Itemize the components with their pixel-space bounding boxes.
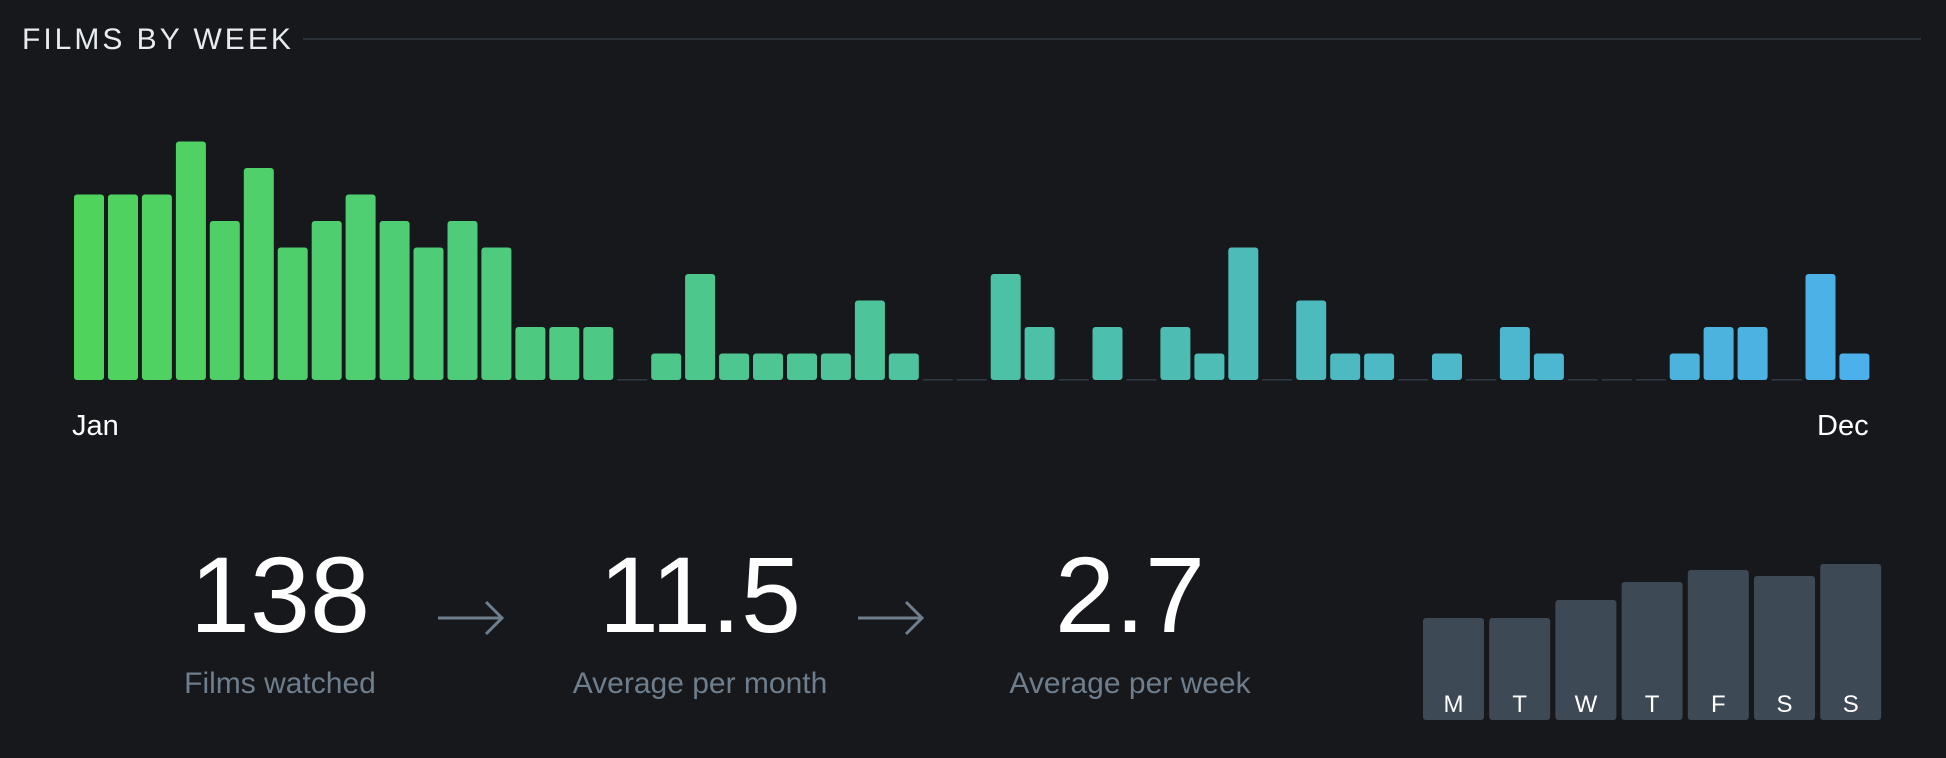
weekday-bar[interactable]: [1489, 618, 1551, 720]
week-bar[interactable]: [175, 141, 206, 381]
week-bar[interactable]: [719, 353, 750, 381]
week-bar[interactable]: [1805, 274, 1836, 380]
stat-films-watched: 138 Films watched: [160, 530, 400, 702]
week-bar[interactable]: [1499, 327, 1530, 380]
week-bar[interactable]: [209, 221, 240, 380]
week-bar[interactable]: [685, 274, 716, 380]
week-bar-empty[interactable]: [617, 379, 648, 381]
week-bar[interactable]: [345, 194, 376, 381]
week-bar[interactable]: [1533, 353, 1564, 381]
week-bar[interactable]: [1330, 353, 1361, 381]
weekday-bar[interactable]: [1754, 576, 1815, 720]
week-bar[interactable]: [549, 327, 580, 380]
weekday-tick-label: S: [1776, 691, 1792, 718]
week-bar[interactable]: [141, 194, 172, 381]
week-bar[interactable]: [753, 353, 783, 381]
week-bar[interactable]: [1669, 353, 1700, 381]
weekday-tick-label: S: [1843, 691, 1859, 718]
week-bar-empty[interactable]: [1398, 379, 1429, 381]
weekday-bar[interactable]: [1820, 564, 1882, 720]
week-bar[interactable]: [1194, 353, 1225, 381]
week-bar[interactable]: [1839, 353, 1870, 381]
films-watched-value: 138: [189, 534, 371, 655]
week-bar[interactable]: [787, 353, 817, 381]
week-bar[interactable]: [1737, 327, 1768, 380]
section-title: FILMS BY WEEK: [22, 23, 294, 56]
week-bar[interactable]: [379, 221, 410, 380]
stat-average-per-month: 11.5 Average per month: [540, 530, 860, 702]
weekly-bar-chart: [74, 141, 1870, 381]
week-bar[interactable]: [820, 353, 851, 381]
week-bar[interactable]: [481, 247, 512, 381]
average-per-week-value: 2.7: [1054, 534, 1206, 655]
weekday-tick-label: F: [1711, 691, 1726, 718]
week-bar[interactable]: [515, 327, 546, 380]
week-bar[interactable]: [888, 353, 919, 381]
average-per-week-label: Average per week: [1009, 667, 1251, 700]
week-bar[interactable]: [243, 168, 274, 380]
week-bar[interactable]: [108, 194, 138, 381]
week-bar[interactable]: [311, 221, 342, 380]
weekday-bar[interactable]: [1621, 582, 1683, 720]
week-bar-empty[interactable]: [922, 379, 953, 381]
week-bar-empty[interactable]: [1466, 379, 1496, 381]
week-bar[interactable]: [1296, 300, 1327, 381]
week-bar[interactable]: [1160, 327, 1191, 380]
average-per-month-label: Average per month: [572, 667, 828, 700]
weekday-tick-label: T: [1645, 691, 1660, 718]
weekday-tick-label: W: [1575, 691, 1598, 718]
week-bar[interactable]: [74, 194, 104, 381]
week-bar[interactable]: [583, 327, 614, 380]
week-bar[interactable]: [651, 353, 682, 381]
week-bar-empty[interactable]: [956, 379, 987, 381]
average-per-month-value: 11.5: [598, 534, 802, 655]
x-axis-start-label: Jan: [72, 410, 119, 442]
week-bar[interactable]: [990, 274, 1021, 380]
weekday-bar[interactable]: [1687, 570, 1749, 720]
week-bar-empty[interactable]: [1262, 379, 1293, 381]
week-bar[interactable]: [1703, 327, 1734, 380]
week-bar-empty[interactable]: [1567, 379, 1598, 381]
films-watched-label: Films watched: [184, 667, 376, 700]
week-bar-empty[interactable]: [1635, 379, 1666, 381]
arrow-right-icon: [858, 600, 925, 636]
week-bar[interactable]: [1432, 353, 1462, 381]
arrow-right-icon: [438, 600, 505, 636]
week-bar[interactable]: [1364, 353, 1395, 381]
week-bar[interactable]: [447, 221, 478, 380]
week-bar-empty[interactable]: [1601, 379, 1632, 381]
week-bar[interactable]: [1092, 327, 1123, 380]
weekday-tick-label: T: [1512, 691, 1527, 718]
stat-average-per-week: 2.7 Average per week: [980, 530, 1280, 702]
week-bar-empty[interactable]: [1058, 379, 1089, 381]
week-bar[interactable]: [277, 247, 308, 381]
week-bar[interactable]: [854, 300, 885, 381]
week-bar-empty[interactable]: [1771, 379, 1802, 381]
weekday-bar[interactable]: [1423, 618, 1484, 720]
weekday-tick-label: M: [1444, 691, 1464, 718]
week-bar[interactable]: [1228, 247, 1259, 381]
x-axis-end-label: Dec: [1817, 410, 1869, 442]
title-divider: [303, 38, 1921, 40]
weekday-bar[interactable]: [1555, 600, 1617, 720]
week-bar[interactable]: [1024, 327, 1055, 380]
week-bar-empty[interactable]: [1126, 379, 1157, 381]
week-bar[interactable]: [413, 247, 444, 381]
